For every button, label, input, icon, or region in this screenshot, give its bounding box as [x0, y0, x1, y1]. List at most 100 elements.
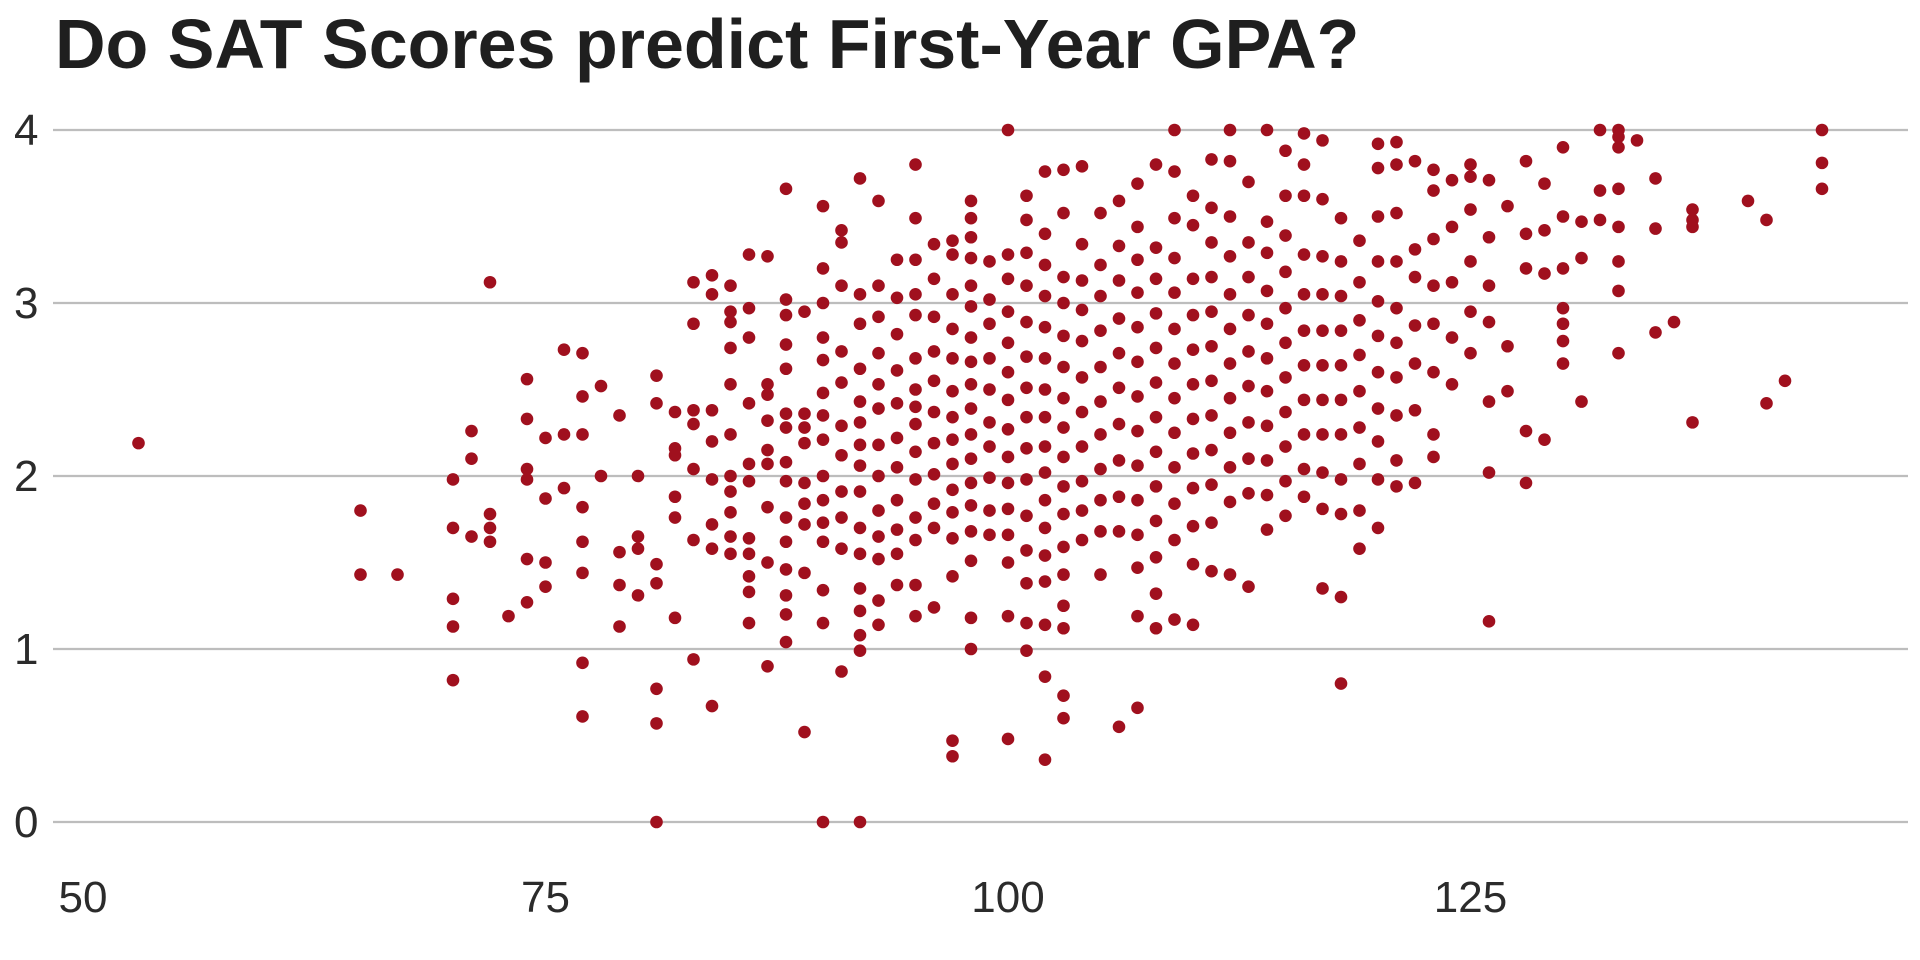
data-point [1686, 416, 1699, 429]
data-point [1038, 165, 1052, 178]
data-point [705, 542, 719, 555]
data-point [853, 582, 867, 595]
data-point [1205, 201, 1218, 215]
data-point [835, 665, 848, 678]
data-point [1279, 301, 1292, 315]
data-point [1316, 428, 1329, 441]
data-point [576, 428, 589, 441]
data-point [909, 417, 922, 431]
data-point [1482, 315, 1496, 329]
data-point [742, 331, 756, 344]
data-point [1593, 123, 1607, 137]
data-point [816, 583, 830, 597]
data-point [650, 397, 663, 410]
data-point [964, 525, 978, 538]
data-point [631, 469, 645, 483]
data-point [1205, 478, 1218, 491]
data-point [1334, 473, 1348, 486]
data-point [576, 346, 589, 360]
data-point [1205, 516, 1218, 530]
data-point [1390, 158, 1403, 171]
data-point [1149, 376, 1163, 389]
data-point [1038, 549, 1052, 562]
data-point [1057, 689, 1070, 703]
data-point [1408, 357, 1422, 370]
data-point [1334, 255, 1348, 268]
data-point [1408, 243, 1422, 256]
data-point [1334, 507, 1348, 521]
data-point [705, 269, 719, 282]
data-point [1112, 274, 1126, 287]
data-point [964, 476, 978, 490]
data-point [1057, 540, 1070, 554]
data-point [964, 194, 978, 208]
data-point [983, 293, 996, 306]
data-point [1186, 481, 1200, 495]
data-point [1464, 346, 1477, 360]
x-tick-label: 125 [1434, 873, 1507, 922]
data-point [705, 518, 719, 531]
data-point [1390, 301, 1403, 315]
data-point [927, 601, 941, 614]
data-point [1482, 230, 1496, 244]
data-point [872, 402, 885, 415]
data-point [1427, 279, 1440, 293]
data-point [964, 230, 978, 244]
data-point [520, 473, 534, 486]
data-point [1371, 329, 1385, 343]
data-point [1242, 452, 1255, 466]
data-point [816, 616, 830, 630]
data-point [1390, 371, 1403, 384]
data-point [1408, 270, 1422, 284]
data-point [909, 533, 922, 547]
data-point [1149, 241, 1163, 254]
data-point [1149, 551, 1163, 564]
data-point [1038, 440, 1052, 453]
data-point [1390, 409, 1403, 422]
data-point [964, 402, 978, 415]
data-point [964, 611, 978, 625]
data-point [853, 521, 867, 535]
data-point [1020, 616, 1033, 630]
data-point [890, 253, 904, 267]
data-point [946, 288, 959, 301]
data-point [520, 552, 534, 566]
data-point [520, 595, 534, 609]
data-point [1612, 346, 1625, 360]
data-point [1223, 568, 1237, 581]
data-point [1575, 215, 1588, 228]
data-point [946, 352, 959, 365]
data-point [1001, 123, 1015, 137]
data-point [1186, 412, 1200, 426]
data-point [1556, 334, 1570, 348]
data-point [1371, 473, 1385, 486]
data-point [724, 315, 737, 329]
y-tick-label: 0 [14, 798, 38, 847]
data-point [872, 504, 885, 517]
data-point [1390, 206, 1403, 220]
data-point [1686, 220, 1699, 234]
data-point [1057, 206, 1070, 220]
data-point [872, 469, 885, 483]
data-point [1001, 450, 1015, 464]
data-point [1482, 173, 1496, 187]
data-point [724, 506, 737, 519]
data-point [1112, 194, 1126, 208]
data-point [1760, 213, 1773, 227]
data-point [687, 275, 700, 289]
data-point [1760, 397, 1773, 410]
data-point [872, 279, 885, 293]
data-point [1390, 135, 1403, 149]
data-point [1223, 288, 1237, 301]
data-point [1242, 487, 1255, 500]
data-point [1223, 495, 1237, 509]
data-point [853, 416, 867, 429]
data-point [1020, 576, 1033, 590]
data-point [1112, 239, 1126, 253]
data-point [1131, 355, 1144, 369]
data-point [687, 317, 700, 331]
data-point [650, 576, 663, 590]
data-point [779, 182, 793, 196]
data-point [1464, 158, 1477, 171]
data-point [1020, 644, 1033, 658]
